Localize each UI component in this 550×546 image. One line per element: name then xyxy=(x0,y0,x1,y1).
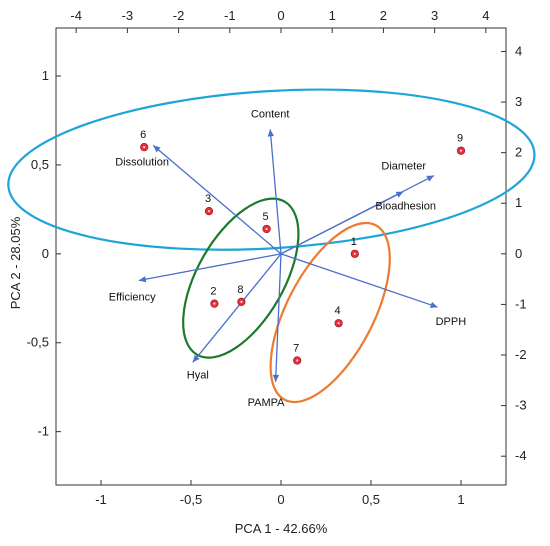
loading-vector xyxy=(280,191,404,255)
x-tick-label: -1 xyxy=(95,492,107,507)
loading-label: Efficiency xyxy=(109,292,156,304)
y-tick-label: -1 xyxy=(37,424,49,439)
sample-point-highlight xyxy=(240,300,243,303)
right-tick-label: -4 xyxy=(515,448,527,463)
right-tick-label: 2 xyxy=(515,145,522,160)
top-tick-label: 0 xyxy=(277,8,284,23)
sample-point-label: 8 xyxy=(237,284,243,296)
sample-point-highlight xyxy=(353,252,356,255)
loading-vector xyxy=(152,144,282,255)
loading-label: Bioadhesion xyxy=(375,201,436,213)
right-tick-label: -1 xyxy=(515,296,527,311)
loading-label: Dissolution xyxy=(115,156,169,168)
loading-label: Diameter xyxy=(381,161,426,173)
sample-point-highlight xyxy=(296,359,299,362)
x-tick-label: -0,5 xyxy=(180,492,202,507)
loading-vector xyxy=(269,129,282,254)
sample-point-highlight xyxy=(143,146,146,149)
right-tick-label: 4 xyxy=(515,43,522,58)
top-tick-label: 4 xyxy=(482,8,489,23)
loading-label: Content xyxy=(251,108,290,120)
top-tick-label: 3 xyxy=(431,8,438,23)
cluster-ellipse xyxy=(7,88,536,251)
top-tick-label: -4 xyxy=(70,8,82,23)
y-tick-label: 0,5 xyxy=(31,157,49,172)
y-axis-title: PCA 2 - 28.05% xyxy=(8,216,23,309)
loading-vector xyxy=(274,253,282,382)
sample-point-label: 7 xyxy=(293,343,299,355)
loading-arrowhead xyxy=(426,175,434,182)
sample-point-highlight xyxy=(265,227,268,231)
loading-arrowhead xyxy=(267,129,274,137)
sample-point-label: 4 xyxy=(335,305,341,317)
sample-point-highlight xyxy=(213,302,216,305)
loading-label: Hyal xyxy=(187,369,209,381)
cluster-ellipse xyxy=(269,221,391,404)
right-tick-label: 0 xyxy=(515,246,522,261)
sample-point-highlight xyxy=(207,210,211,213)
loading-arrowhead xyxy=(272,374,280,382)
top-tick-label: -3 xyxy=(122,8,134,23)
sample-point-label: 3 xyxy=(205,193,211,205)
right-tick-label: -2 xyxy=(515,347,527,362)
right-tick-label: -3 xyxy=(515,398,527,413)
y-tick-label: 1 xyxy=(42,68,49,83)
sample-point-highlight xyxy=(337,322,340,325)
top-tick-label: -1 xyxy=(224,8,236,23)
top-tick-label: 2 xyxy=(380,8,387,23)
loading-vector xyxy=(192,253,282,363)
loading-arrowhead xyxy=(395,191,404,198)
sample-point-highlight xyxy=(459,149,463,152)
loading-arrowhead xyxy=(192,354,200,363)
loading-arrowhead xyxy=(138,276,147,283)
top-tick-label: 1 xyxy=(329,8,336,23)
sample-point-label: 5 xyxy=(263,211,269,223)
cluster-ellipse xyxy=(182,197,300,359)
sample-point-label: 2 xyxy=(210,286,216,298)
x-tick-label: 0 xyxy=(277,492,284,507)
loading-vector xyxy=(138,253,282,282)
y-tick-label: -0,5 xyxy=(27,335,49,350)
loading-arrowhead xyxy=(153,145,161,153)
right-tick-label: 1 xyxy=(515,195,522,210)
y-tick-label: 0 xyxy=(42,246,49,261)
sample-point-label: 6 xyxy=(140,129,146,141)
sample-point-label: 9 xyxy=(457,133,463,145)
x-tick-label: 0,5 xyxy=(362,492,380,507)
right-tick-label: 3 xyxy=(515,94,522,109)
x-axis-title: PCA 1 - 42.66% xyxy=(235,521,328,536)
x-tick-label: 1 xyxy=(457,492,464,507)
top-tick-label: -2 xyxy=(173,8,185,23)
loading-arrowhead xyxy=(429,301,438,308)
loading-label: PAMPA xyxy=(248,397,286,409)
loading-label: DPPH xyxy=(436,316,467,328)
sample-point-label: 1 xyxy=(351,236,357,248)
loading-vector xyxy=(280,253,438,308)
